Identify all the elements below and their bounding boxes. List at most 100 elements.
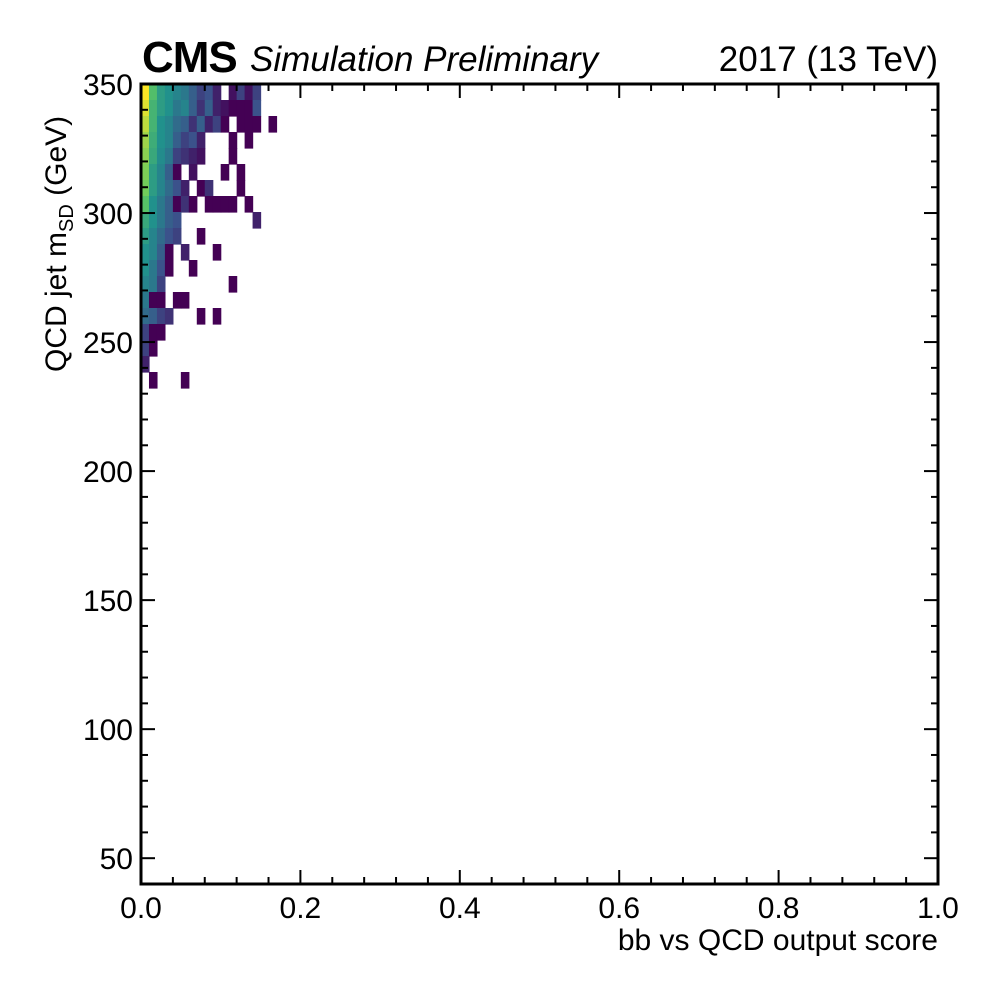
heatmap-cell (164, 148, 174, 165)
heatmap-cell (141, 292, 150, 309)
x-tick-label: 0.2 (280, 892, 322, 925)
heatmap-cell (156, 260, 166, 277)
heatmap-cell (141, 196, 150, 213)
x-tick-label: 0.6 (598, 892, 640, 925)
heatmap-cell (212, 116, 222, 133)
heatmap-cell (148, 196, 158, 213)
heatmap-cell (156, 196, 166, 213)
heatmap-cell (148, 228, 158, 245)
heatmap-cell (180, 116, 190, 133)
heatmap-cell (252, 212, 262, 229)
heatmap-cell (228, 100, 238, 117)
heatmap-cell (141, 356, 150, 373)
heatmap-cell (204, 84, 214, 101)
x-tick-label: 0.0 (120, 892, 162, 925)
heatmap-cell (172, 84, 182, 101)
heatmap-cell (156, 84, 166, 101)
heatmap-cell (156, 180, 166, 197)
heatmap-cell (148, 244, 158, 261)
y-tick-label: 250 (83, 327, 133, 360)
heatmap-cell (148, 324, 158, 341)
heatmap-cell (156, 116, 166, 133)
plot-frame (139, 82, 940, 886)
heatmap-cell (164, 100, 174, 117)
heatmap-cell (188, 260, 198, 277)
heatmap-cell (164, 180, 174, 197)
heatmap-cell (188, 116, 198, 133)
heatmap-cell (164, 84, 174, 101)
x-tick-label: 0.4 (439, 892, 481, 925)
heatmap-cell (141, 84, 150, 101)
heatmap-cell (164, 116, 174, 133)
heatmap-cell (212, 100, 222, 117)
heatmap-cells (141, 84, 278, 389)
heatmap-cell (172, 196, 182, 213)
y-axis-ticks: 50 100 150 200 250 300 350 (83, 69, 938, 876)
heatmap-cell (180, 148, 190, 165)
heatmap-cell (228, 276, 238, 293)
heatmap-cell (156, 212, 166, 229)
heatmap-cell (164, 196, 174, 213)
heatmap-cell (156, 164, 166, 181)
heatmap-cell (148, 260, 158, 277)
heatmap-cell (244, 132, 254, 149)
heatmap-cell (164, 308, 174, 325)
heatmap-cell (180, 196, 190, 213)
heatmap-cell (172, 180, 182, 197)
status-label: Simulation Preliminary (250, 40, 599, 79)
heatmap-cell (196, 148, 206, 165)
heatmap-cell (180, 100, 190, 117)
heatmap-cell (164, 212, 174, 229)
run-info-label: 2017 (13 TeV) (718, 40, 938, 79)
heatmap-cell (148, 372, 158, 389)
heatmap-cell (268, 116, 278, 133)
heatmap-cell (228, 148, 238, 165)
y-tick-label: 100 (83, 714, 133, 747)
heatmap-cell (164, 228, 174, 245)
heatmap-cell (141, 244, 150, 261)
heatmap-cell (156, 324, 166, 341)
heatmap-cell (156, 276, 166, 293)
heatmap-cell (196, 132, 206, 149)
heatmap-cell (172, 100, 182, 117)
heatmap-cell (188, 132, 198, 149)
heatmap-cell (196, 100, 206, 117)
heatmap-cell (196, 308, 206, 325)
heatmap-cell (164, 260, 174, 277)
heatmap-cell (148, 340, 158, 357)
heatmap-cell (172, 164, 182, 181)
heatmap-cell (188, 164, 198, 181)
y-axis-label-unit: (GeV) (40, 115, 73, 205)
heatmap-cell (212, 196, 222, 213)
y-tick-label: 50 (100, 843, 133, 876)
x-tick-label: 1.0 (917, 892, 959, 925)
heatmap-cell (172, 212, 182, 229)
heatmap-cell (180, 292, 190, 309)
heatmap-cell (156, 100, 166, 117)
heatmap-cell (212, 308, 222, 325)
heatmap-cell (228, 196, 238, 213)
heatmap-cell (252, 116, 262, 133)
heatmap-cell (236, 116, 246, 133)
heatmap-cell (220, 164, 230, 181)
heatmap-cell (156, 132, 166, 149)
heatmap-cell (141, 148, 150, 165)
heatmap-cell (172, 148, 182, 165)
heatmap-cell (196, 84, 206, 101)
heatmap-cell (141, 164, 150, 181)
heatmap-cell (156, 292, 166, 309)
heatmap-cell (236, 180, 246, 197)
heatmap-cell (180, 244, 190, 261)
heatmap-cell (236, 100, 246, 117)
heatmap-cell (244, 116, 254, 133)
heatmap-cell (172, 132, 182, 149)
heatmap-cell (196, 180, 206, 197)
heatmap-cell (196, 228, 206, 245)
heatmap-cell (141, 100, 150, 117)
heatmap-cell (188, 100, 198, 117)
heatmap-cell (148, 276, 158, 293)
heatmap-cell (220, 100, 230, 117)
heatmap-cell (212, 244, 222, 261)
heatmap-cell (180, 132, 190, 149)
